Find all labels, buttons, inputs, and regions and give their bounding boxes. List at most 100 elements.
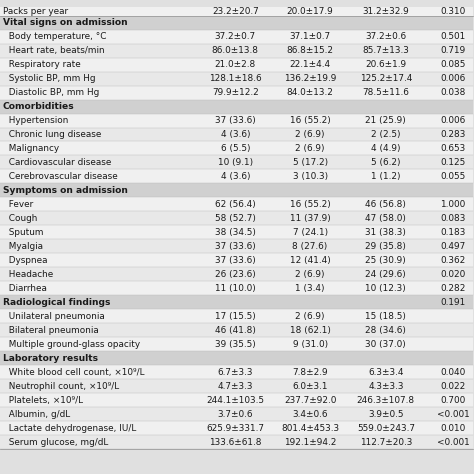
Text: 28 (34.6): 28 (34.6): [365, 326, 406, 335]
Bar: [0, 295, 474, 309]
Text: 39 (35.5): 39 (35.5): [215, 340, 255, 349]
Text: 62 (56.4): 62 (56.4): [215, 200, 255, 209]
Text: 112.7±20.3: 112.7±20.3: [360, 438, 412, 447]
Text: 20.0±17.9: 20.0±17.9: [287, 7, 334, 16]
Text: 20.6±1.9: 20.6±1.9: [365, 60, 406, 69]
Bar: [0, 365, 474, 379]
Text: 3.4±0.6: 3.4±0.6: [292, 410, 328, 419]
Text: 1 (3.4): 1 (3.4): [295, 284, 325, 293]
Bar: [0, 16, 474, 30]
Text: Comorbidities: Comorbidities: [3, 102, 74, 111]
Text: 2 (2.5): 2 (2.5): [371, 130, 401, 139]
Text: Respiratory rate: Respiratory rate: [3, 60, 81, 69]
Text: 5 (6.2): 5 (6.2): [371, 158, 401, 167]
Text: 0.653: 0.653: [440, 144, 465, 153]
Bar: [0, 183, 474, 197]
Bar: [0, 323, 474, 337]
Text: 4 (3.6): 4 (3.6): [220, 172, 250, 181]
Text: Radiological findings: Radiological findings: [3, 298, 110, 307]
Text: 7 (24.1): 7 (24.1): [292, 228, 328, 237]
Text: 0.497: 0.497: [440, 242, 465, 251]
Text: 10 (12.3): 10 (12.3): [365, 284, 406, 293]
Text: 0.125: 0.125: [440, 158, 465, 167]
Text: 801.4±453.3: 801.4±453.3: [281, 424, 339, 433]
Text: 15 (18.5): 15 (18.5): [365, 312, 406, 321]
Text: 6.3±3.4: 6.3±3.4: [368, 368, 403, 377]
Text: 24 (29.6): 24 (29.6): [365, 270, 406, 279]
Text: 9 (31.0): 9 (31.0): [292, 340, 328, 349]
Text: 17 (15.5): 17 (15.5): [215, 312, 255, 321]
Bar: [0, 197, 474, 211]
Text: 0.191: 0.191: [440, 298, 465, 307]
Text: Symptoms on admission: Symptoms on admission: [3, 186, 128, 195]
Text: 37.1±0.7: 37.1±0.7: [290, 32, 331, 41]
Text: 3 (10.3): 3 (10.3): [292, 172, 328, 181]
Text: 3.9±0.5: 3.9±0.5: [368, 410, 403, 419]
Bar: [0, 379, 474, 393]
Text: 4.7±3.3: 4.7±3.3: [218, 382, 253, 391]
Text: 0.310: 0.310: [440, 7, 465, 16]
Text: 192.1±94.2: 192.1±94.2: [284, 438, 336, 447]
Text: 4 (3.6): 4 (3.6): [220, 130, 250, 139]
Text: 38 (34.5): 38 (34.5): [215, 228, 256, 237]
Text: Diastolic BP, mm Hg: Diastolic BP, mm Hg: [3, 88, 99, 97]
Text: 31 (38.3): 31 (38.3): [365, 228, 406, 237]
Text: <0.001: <0.001: [437, 438, 469, 447]
Text: 0.282: 0.282: [440, 284, 466, 293]
Text: 133.6±61.8: 133.6±61.8: [209, 438, 262, 447]
Text: Platelets, ×10⁹/L: Platelets, ×10⁹/L: [3, 396, 83, 405]
Text: 244.1±103.5: 244.1±103.5: [206, 396, 264, 405]
Text: Malignancy: Malignancy: [3, 144, 59, 153]
Bar: [0, 309, 474, 323]
Text: 11 (10.0): 11 (10.0): [215, 284, 255, 293]
Text: Cough: Cough: [3, 214, 37, 223]
Text: 0.006: 0.006: [440, 74, 465, 83]
Text: Chronic lung disease: Chronic lung disease: [3, 130, 101, 139]
Text: 6.0±3.1: 6.0±3.1: [292, 382, 328, 391]
Text: 0.362: 0.362: [440, 256, 465, 265]
Text: 0.719: 0.719: [440, 46, 465, 55]
Text: Laboratory results: Laboratory results: [3, 354, 98, 363]
Text: Lactate dehydrogenase, IU/L: Lactate dehydrogenase, IU/L: [3, 424, 136, 433]
Text: 37 (33.6): 37 (33.6): [215, 242, 255, 251]
Text: 86.0±13.8: 86.0±13.8: [212, 46, 259, 55]
Text: 5 (17.2): 5 (17.2): [292, 158, 328, 167]
Text: 18 (62.1): 18 (62.1): [290, 326, 330, 335]
Text: 16 (55.2): 16 (55.2): [290, 116, 330, 125]
Text: Diarrhea: Diarrhea: [3, 284, 47, 293]
Text: 37.2±0.6: 37.2±0.6: [365, 32, 406, 41]
Text: Albumin, g/dL: Albumin, g/dL: [3, 410, 70, 419]
Text: 37 (33.6): 37 (33.6): [215, 116, 255, 125]
Text: 4.3±3.3: 4.3±3.3: [368, 382, 403, 391]
Text: 21.0±2.8: 21.0±2.8: [215, 60, 256, 69]
Text: Neutrophil count, ×10⁹/L: Neutrophil count, ×10⁹/L: [3, 382, 119, 391]
Text: 16 (55.2): 16 (55.2): [290, 200, 330, 209]
Text: Packs per year: Packs per year: [3, 7, 68, 16]
Bar: [0, 30, 474, 44]
Text: 10 (9.1): 10 (9.1): [218, 158, 253, 167]
Bar: [0, 435, 474, 449]
Text: 85.7±13.3: 85.7±13.3: [363, 46, 409, 55]
Text: Vital signs on admission: Vital signs on admission: [3, 18, 128, 27]
Text: 6 (5.5): 6 (5.5): [220, 144, 250, 153]
Text: 7.8±2.9: 7.8±2.9: [292, 368, 328, 377]
Text: 0.022: 0.022: [440, 382, 465, 391]
Text: 22.1±4.4: 22.1±4.4: [290, 60, 331, 69]
Text: 37 (33.6): 37 (33.6): [215, 256, 255, 265]
Text: 47 (58.0): 47 (58.0): [365, 214, 406, 223]
Text: 29 (35.8): 29 (35.8): [365, 242, 406, 251]
Bar: [0, 267, 474, 281]
Text: Fever: Fever: [3, 200, 33, 209]
Text: 246.3±107.8: 246.3±107.8: [357, 396, 415, 405]
Text: 2 (6.9): 2 (6.9): [295, 270, 325, 279]
Bar: [0, 239, 474, 253]
Text: 23.2±20.7: 23.2±20.7: [212, 7, 259, 16]
Text: Multiple ground-glass opacity: Multiple ground-glass opacity: [3, 340, 140, 349]
Text: 625.9±331.7: 625.9±331.7: [206, 424, 264, 433]
Text: 26 (23.6): 26 (23.6): [215, 270, 255, 279]
Text: Bilateral pneumonia: Bilateral pneumonia: [3, 326, 99, 335]
Bar: [0, 100, 474, 113]
Text: Headache: Headache: [3, 270, 53, 279]
Bar: [0, 393, 474, 407]
Text: 237.7±92.0: 237.7±92.0: [284, 396, 336, 405]
